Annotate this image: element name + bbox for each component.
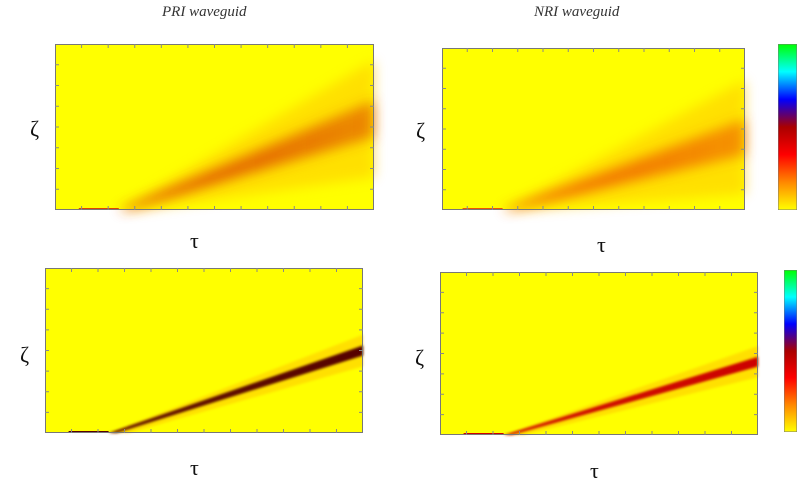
heatmap-panel-1 — [55, 44, 374, 210]
colorbar-gradient — [784, 270, 797, 432]
beam-core — [108, 345, 363, 433]
x-axis-label: τ — [190, 228, 199, 253]
heatmap-panel-2 — [442, 48, 745, 210]
beam-halo — [118, 60, 374, 210]
heatmap-panel-4 — [440, 272, 758, 435]
y-axis-label: ζ — [415, 345, 425, 370]
beam-core — [503, 356, 758, 435]
y-axis-label: ζ — [20, 342, 30, 367]
heatmap-panel-3 — [45, 268, 363, 433]
x-axis-label: τ — [190, 455, 199, 480]
x-axis-label: τ — [597, 232, 606, 257]
y-axis-label: ζ — [30, 116, 40, 141]
colorbar-2 — [784, 270, 797, 432]
colorbar-gradient — [778, 44, 797, 210]
beam-core — [118, 100, 374, 210]
x-axis-label: τ — [590, 458, 599, 483]
title-pri-waveguid: PRI waveguid — [162, 4, 247, 20]
y-axis-label: ζ — [416, 118, 426, 143]
beam-halo — [108, 334, 363, 433]
title-nri-waveguid: NRI waveguid — [534, 4, 620, 20]
colorbar-1 — [778, 44, 797, 210]
